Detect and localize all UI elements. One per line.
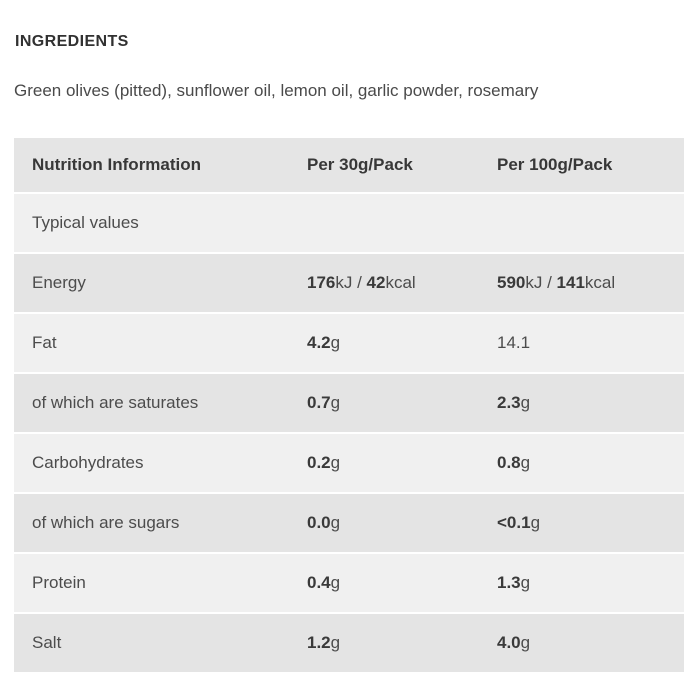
row-label: Energy — [14, 254, 307, 312]
value-number: 4.2 — [307, 333, 331, 352]
nutrition-table-header-row: Nutrition Information Per 30g/Pack Per 1… — [14, 138, 684, 192]
value-number: 0.2 — [307, 453, 331, 472]
value-unit: kcal — [584, 273, 616, 292]
ingredients-text: Green olives (pitted), sunflower oil, le… — [14, 81, 539, 100]
row-label: Salt — [14, 614, 307, 672]
column-header-per-30g-pack: Per 30g/Pack — [307, 138, 497, 192]
value-per-30g: 0.2g — [307, 434, 497, 492]
value-number: 176 — [307, 273, 336, 292]
value-number: 141 — [556, 273, 585, 292]
value-per-30g — [307, 194, 497, 252]
value-per-100g: 590kJ / 141kcal — [497, 254, 684, 312]
row-label: Carbohydrates — [14, 434, 307, 492]
table-row: Energy 176kJ / 42kcal 590kJ / 141kcal — [14, 254, 684, 312]
value-unit: kJ / — [525, 273, 557, 292]
row-label: Fat — [14, 314, 307, 372]
nutrition-table-body: Typical values Energy 176kJ / 42kcal 590kJ … — [14, 194, 684, 672]
product-info-page: INGREDIENTS Green olives (pitted), sunfl… — [14, 33, 684, 674]
value-unit: g — [520, 633, 531, 652]
value-number: 42 — [366, 273, 386, 292]
column-header-nutrition-information: Nutrition Information — [14, 138, 307, 192]
value-per-100g: 0.8g — [497, 434, 684, 492]
value-per-100g: 4.0g — [497, 614, 684, 672]
value-unit: g — [330, 453, 341, 472]
value-unit: g — [520, 453, 531, 472]
value-per-30g: 1.2g — [307, 614, 497, 672]
value-number: <0.1 — [497, 513, 531, 532]
value-per-100g: 2.3g — [497, 374, 684, 432]
table-row: of which are sugars 0.0g <0.1g — [14, 494, 684, 552]
value-unit: kJ / — [335, 273, 367, 292]
table-row: Carbohydrates 0.2g 0.8g — [14, 434, 684, 492]
value-unit: g — [330, 333, 341, 352]
table-row: Salt 1.2g 4.0g — [14, 614, 684, 672]
value-unit: g — [520, 393, 531, 412]
value-per-30g: 176kJ / 42kcal — [307, 254, 497, 312]
value-per-30g: 0.7g — [307, 374, 497, 432]
value-number: 1.3 — [497, 573, 521, 592]
value-unit: kcal — [385, 273, 416, 292]
value-per-100g: 1.3g — [497, 554, 684, 612]
value-number: 1.2 — [307, 633, 331, 652]
table-row: Protein 0.4g 1.3g — [14, 554, 684, 612]
row-label: of which are sugars — [14, 494, 307, 552]
nutrition-table: Nutrition Information Per 30g/Pack Per 1… — [14, 136, 684, 674]
value-number: 0.4 — [307, 573, 331, 592]
table-row: Typical values — [14, 194, 684, 252]
row-label: Protein — [14, 554, 307, 612]
ingredients-heading: INGREDIENTS — [15, 33, 129, 50]
value-per-100g — [497, 194, 684, 252]
value-number: 0.7 — [307, 393, 331, 412]
value-unit: g — [530, 513, 541, 532]
value-per-100g: <0.1g — [497, 494, 684, 552]
row-label: of which are saturates — [14, 374, 307, 432]
value-number: 2.3 — [497, 393, 521, 412]
value-unit: g — [520, 573, 531, 592]
value-unit: g — [330, 513, 341, 532]
value-unit: 14.1 — [497, 333, 531, 352]
value-per-30g: 0.0g — [307, 494, 497, 552]
column-header-per-100g-pack: Per 100g/Pack — [497, 138, 684, 192]
value-per-30g: 4.2g — [307, 314, 497, 372]
table-row: of which are saturates 0.7g 2.3g — [14, 374, 684, 432]
value-number: 590 — [497, 273, 526, 292]
value-unit: g — [330, 633, 341, 652]
value-unit: g — [330, 393, 341, 412]
row-label: Typical values — [14, 194, 307, 252]
value-number: 4.0 — [497, 633, 521, 652]
value-per-100g: 14.1 — [497, 314, 684, 372]
table-row: Fat 4.2g 14.1 — [14, 314, 684, 372]
value-unit: g — [330, 573, 341, 592]
value-per-30g: 0.4g — [307, 554, 497, 612]
value-number: 0.8 — [497, 453, 521, 472]
value-number: 0.0 — [307, 513, 331, 532]
